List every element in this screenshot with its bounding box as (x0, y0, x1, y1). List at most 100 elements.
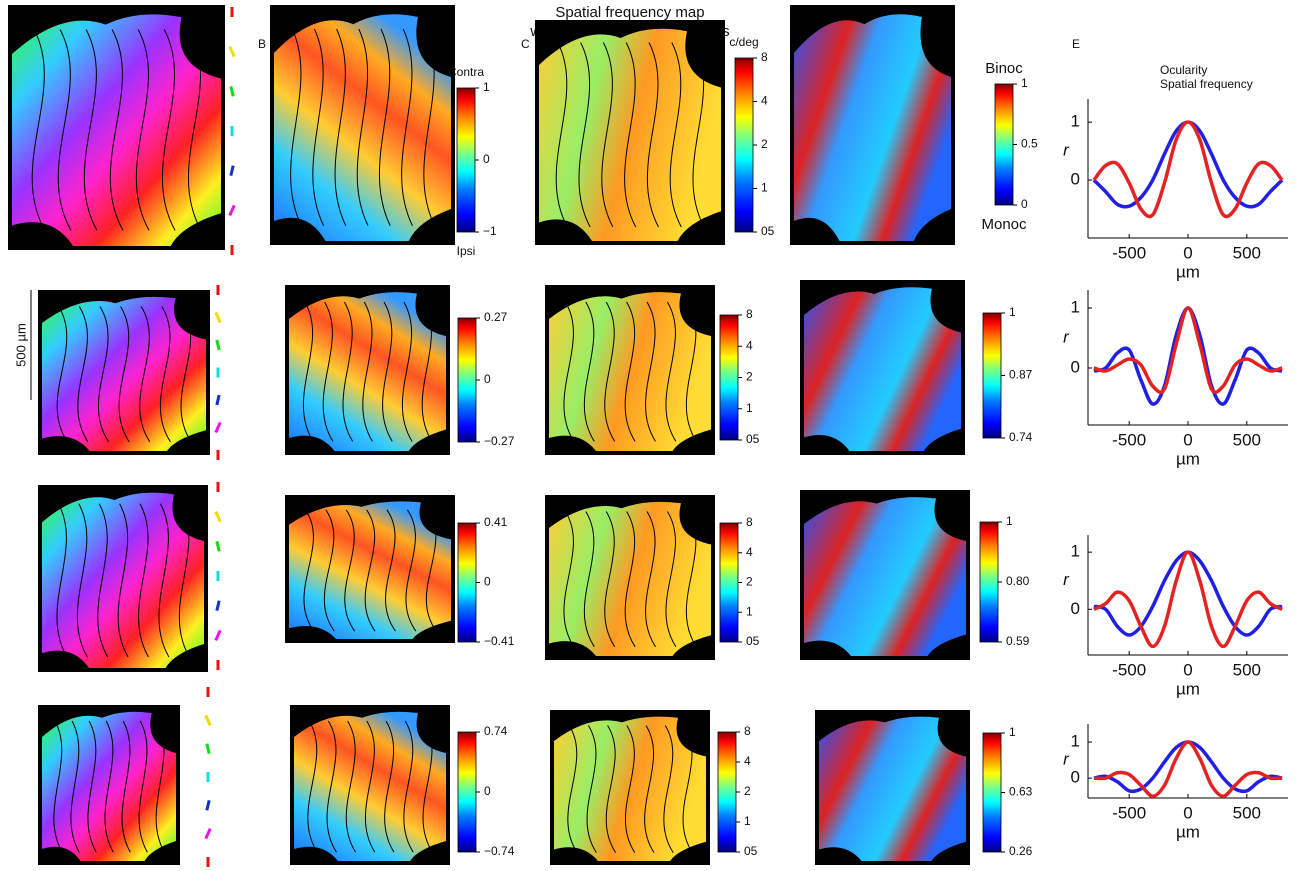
colorbar-tick-label: −0.41 (484, 634, 515, 648)
colorbar-tick-label: 05 (746, 432, 760, 446)
y-axis-label: r (1063, 570, 1070, 589)
x-tick-label: -500 (1112, 660, 1146, 679)
colorbar (458, 732, 476, 852)
colorbar-tick-label: 0.87 (1009, 368, 1033, 382)
colorbar-tick-label: 0.74 (484, 724, 508, 738)
colorbar (458, 523, 476, 642)
x-tick-label: 500 (1233, 660, 1261, 679)
colorbar-tick-label: 1 (1006, 514, 1013, 528)
colorbar-tick-label: 8 (744, 724, 751, 738)
map (790, 5, 955, 245)
colorbar-tick-label: −0.27 (484, 434, 515, 448)
x-tick-label: 500 (1233, 803, 1261, 822)
colorbar-tick-label: −0.74 (484, 844, 515, 858)
colorbar-tick-label: 0.80 (1006, 574, 1030, 588)
colorbar-tick-label: 0.63 (1009, 785, 1033, 799)
orientation-key (216, 630, 221, 640)
colorbar-tick-label: 1 (483, 80, 490, 94)
map (545, 495, 715, 660)
series-line (1094, 308, 1282, 404)
y-axis-label: r (1063, 141, 1070, 160)
colorbar-tick-label: 0.74 (1009, 430, 1033, 444)
orientation-key (217, 340, 219, 350)
orientation-key (216, 423, 221, 433)
map (800, 280, 965, 455)
y-tick-label: 1 (1071, 732, 1080, 751)
colorbar-tick-label: 05 (746, 634, 760, 648)
colorbar (980, 522, 998, 642)
orientation-key (206, 715, 211, 725)
colorbar-tick-label: 0.59 (1006, 634, 1030, 648)
colorbar-tick-label: 1 (761, 181, 768, 195)
colorbar-tick-label: 4 (746, 338, 753, 352)
colorbar (983, 313, 1001, 438)
colorbar-tick-label: 0.27 (484, 310, 508, 324)
colorbar-tick-label: 1 (746, 401, 753, 415)
y-tick-label: 1 (1071, 297, 1080, 316)
colorbar-tick-label: 1 (1009, 305, 1016, 319)
x-tick-label: 500 (1233, 430, 1261, 449)
x-axis-label: µm (1176, 449, 1200, 468)
x-tick-label: 0 (1183, 430, 1192, 449)
orientation-key (231, 86, 233, 96)
orientation-key (206, 829, 211, 839)
map (285, 285, 450, 455)
orientation-key (230, 205, 235, 215)
colorbar (718, 732, 736, 852)
orientation-key (217, 541, 219, 551)
colorbar-tick-label: 2 (744, 784, 751, 798)
scale-bar-label: 500 µm (13, 323, 28, 367)
colorbar-top-label: Contra (448, 65, 484, 79)
x-axis-label: µm (1176, 679, 1200, 698)
series-line (1094, 122, 1282, 207)
map (535, 20, 725, 245)
colorbar-top-label: Binoc (985, 60, 1023, 77)
x-tick-label: 0 (1183, 243, 1192, 262)
orientation-key (217, 601, 219, 611)
orientation-key (207, 800, 209, 810)
colorbar-tick-label: 1 (1021, 76, 1028, 90)
colorbar-tick-label: 1 (746, 604, 753, 618)
x-tick-label: 0 (1183, 660, 1192, 679)
y-tick-label: 0 (1071, 170, 1080, 189)
colorbar-tick-label: 0 (484, 575, 491, 589)
colorbar-tick-label: 2 (761, 137, 768, 151)
map (800, 490, 970, 660)
y-tick-label: 1 (1071, 112, 1080, 131)
colorbar-tick-label: 0 (483, 152, 490, 166)
orientation-key (230, 47, 235, 57)
colorbar (457, 88, 475, 232)
colorbar-tick-label: 4 (746, 545, 753, 559)
colorbar (720, 523, 738, 642)
orientation-key (217, 395, 219, 405)
x-axis-label: µm (1176, 822, 1200, 841)
colorbar-tick-label: 05 (761, 224, 775, 238)
colorbar-tick-label: 2 (746, 370, 753, 384)
x-tick-label: -500 (1112, 430, 1146, 449)
map (550, 710, 710, 865)
panel-letter: E (1072, 37, 1080, 51)
colorbar-tick-label: 05 (744, 844, 758, 858)
colorbar-tick-label: 4 (761, 94, 768, 108)
x-tick-label: 500 (1233, 243, 1261, 262)
colorbar-tick-label: 0 (484, 372, 491, 386)
column-title: Spatial frequency map (555, 4, 704, 21)
colorbar-tick-label: 0 (484, 784, 491, 798)
y-axis-label: r (1063, 750, 1070, 769)
orientation-key (216, 512, 221, 522)
map (815, 710, 970, 865)
colorbar-tick-label: 0.5 (1021, 137, 1038, 151)
legend-entry: Ocularity (1160, 63, 1207, 77)
colorbar-tick-label: 8 (746, 515, 753, 529)
colorbar (995, 84, 1013, 205)
colorbar-bottom-label: Ipsi (457, 244, 476, 258)
series-line (1094, 742, 1282, 796)
orientation-key (216, 313, 221, 323)
series-line (1094, 122, 1282, 216)
colorbar-tick-label: 8 (761, 50, 768, 64)
colorbar-top-label: c/deg (729, 35, 758, 49)
colorbar-tick-label: 1 (1009, 725, 1016, 739)
colorbar (458, 318, 476, 442)
figure: 500 µm Orientation mapw/ spatial frequen… (0, 0, 1296, 871)
colorbar-tick-label: 1 (744, 814, 751, 828)
